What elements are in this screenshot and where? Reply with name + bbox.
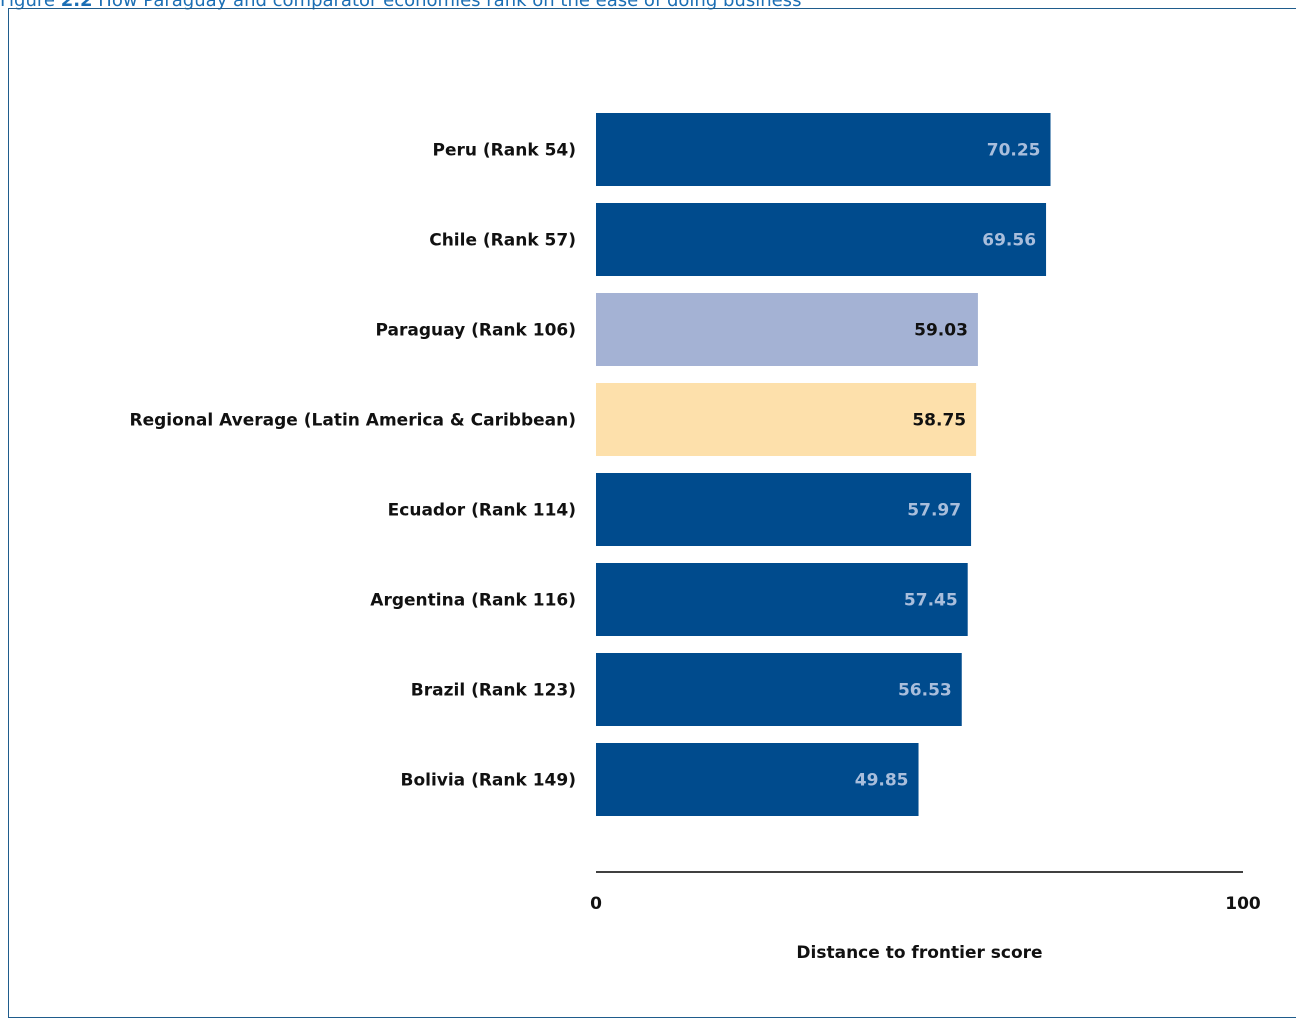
bars-group: Peru (Rank 54) 70.25 Chile (Rank 57) 69.56 P…	[130, 113, 1051, 816]
x-tick-label-max: 100	[1225, 894, 1261, 914]
category-label-4: Ecuador (Rank 114)	[388, 501, 576, 521]
caption-text: How Paraguay and comparator economies ra…	[92, 0, 802, 11]
x-axis: 0 100 Distance to frontier score	[590, 871, 1261, 963]
x-axis-title: Distance to frontier score	[796, 943, 1042, 963]
x-tick-label-min: 0	[590, 894, 602, 914]
value-label-0: 70.25	[987, 141, 1041, 161]
value-label-3: 58.75	[912, 411, 966, 431]
value-label-7: 49.85	[855, 771, 909, 791]
category-label-7: Bolivia (Rank 149)	[400, 771, 576, 791]
figure-caption: Figure 2.2 How Paraguay and comparator e…	[0, 0, 801, 12]
caption-prefix: Figure	[0, 0, 61, 11]
category-label-0: Peru (Rank 54)	[433, 141, 576, 161]
category-label-2: Paraguay (Rank 106)	[376, 321, 576, 341]
bar-1	[596, 203, 1047, 276]
value-label-2: 59.03	[914, 321, 968, 341]
bar-3	[596, 383, 977, 456]
category-label-6: Brazil (Rank 123)	[411, 681, 576, 701]
value-label-1: 69.56	[982, 231, 1036, 251]
value-label-5: 57.45	[904, 591, 958, 611]
bar-0	[596, 113, 1051, 186]
category-label-5: Argentina (Rank 116)	[370, 591, 576, 611]
value-label-6: 56.53	[898, 681, 952, 701]
bar-6	[596, 653, 962, 726]
caption-number: 2.2	[60, 0, 93, 11]
value-label-4: 57.97	[907, 501, 961, 521]
bar-2	[596, 293, 978, 366]
category-label-3: Regional Average (Latin America & Caribb…	[130, 411, 577, 431]
bar-5	[596, 563, 968, 636]
category-label-1: Chile (Rank 57)	[429, 231, 576, 251]
bar-7	[596, 743, 919, 816]
bar-4	[596, 473, 972, 546]
